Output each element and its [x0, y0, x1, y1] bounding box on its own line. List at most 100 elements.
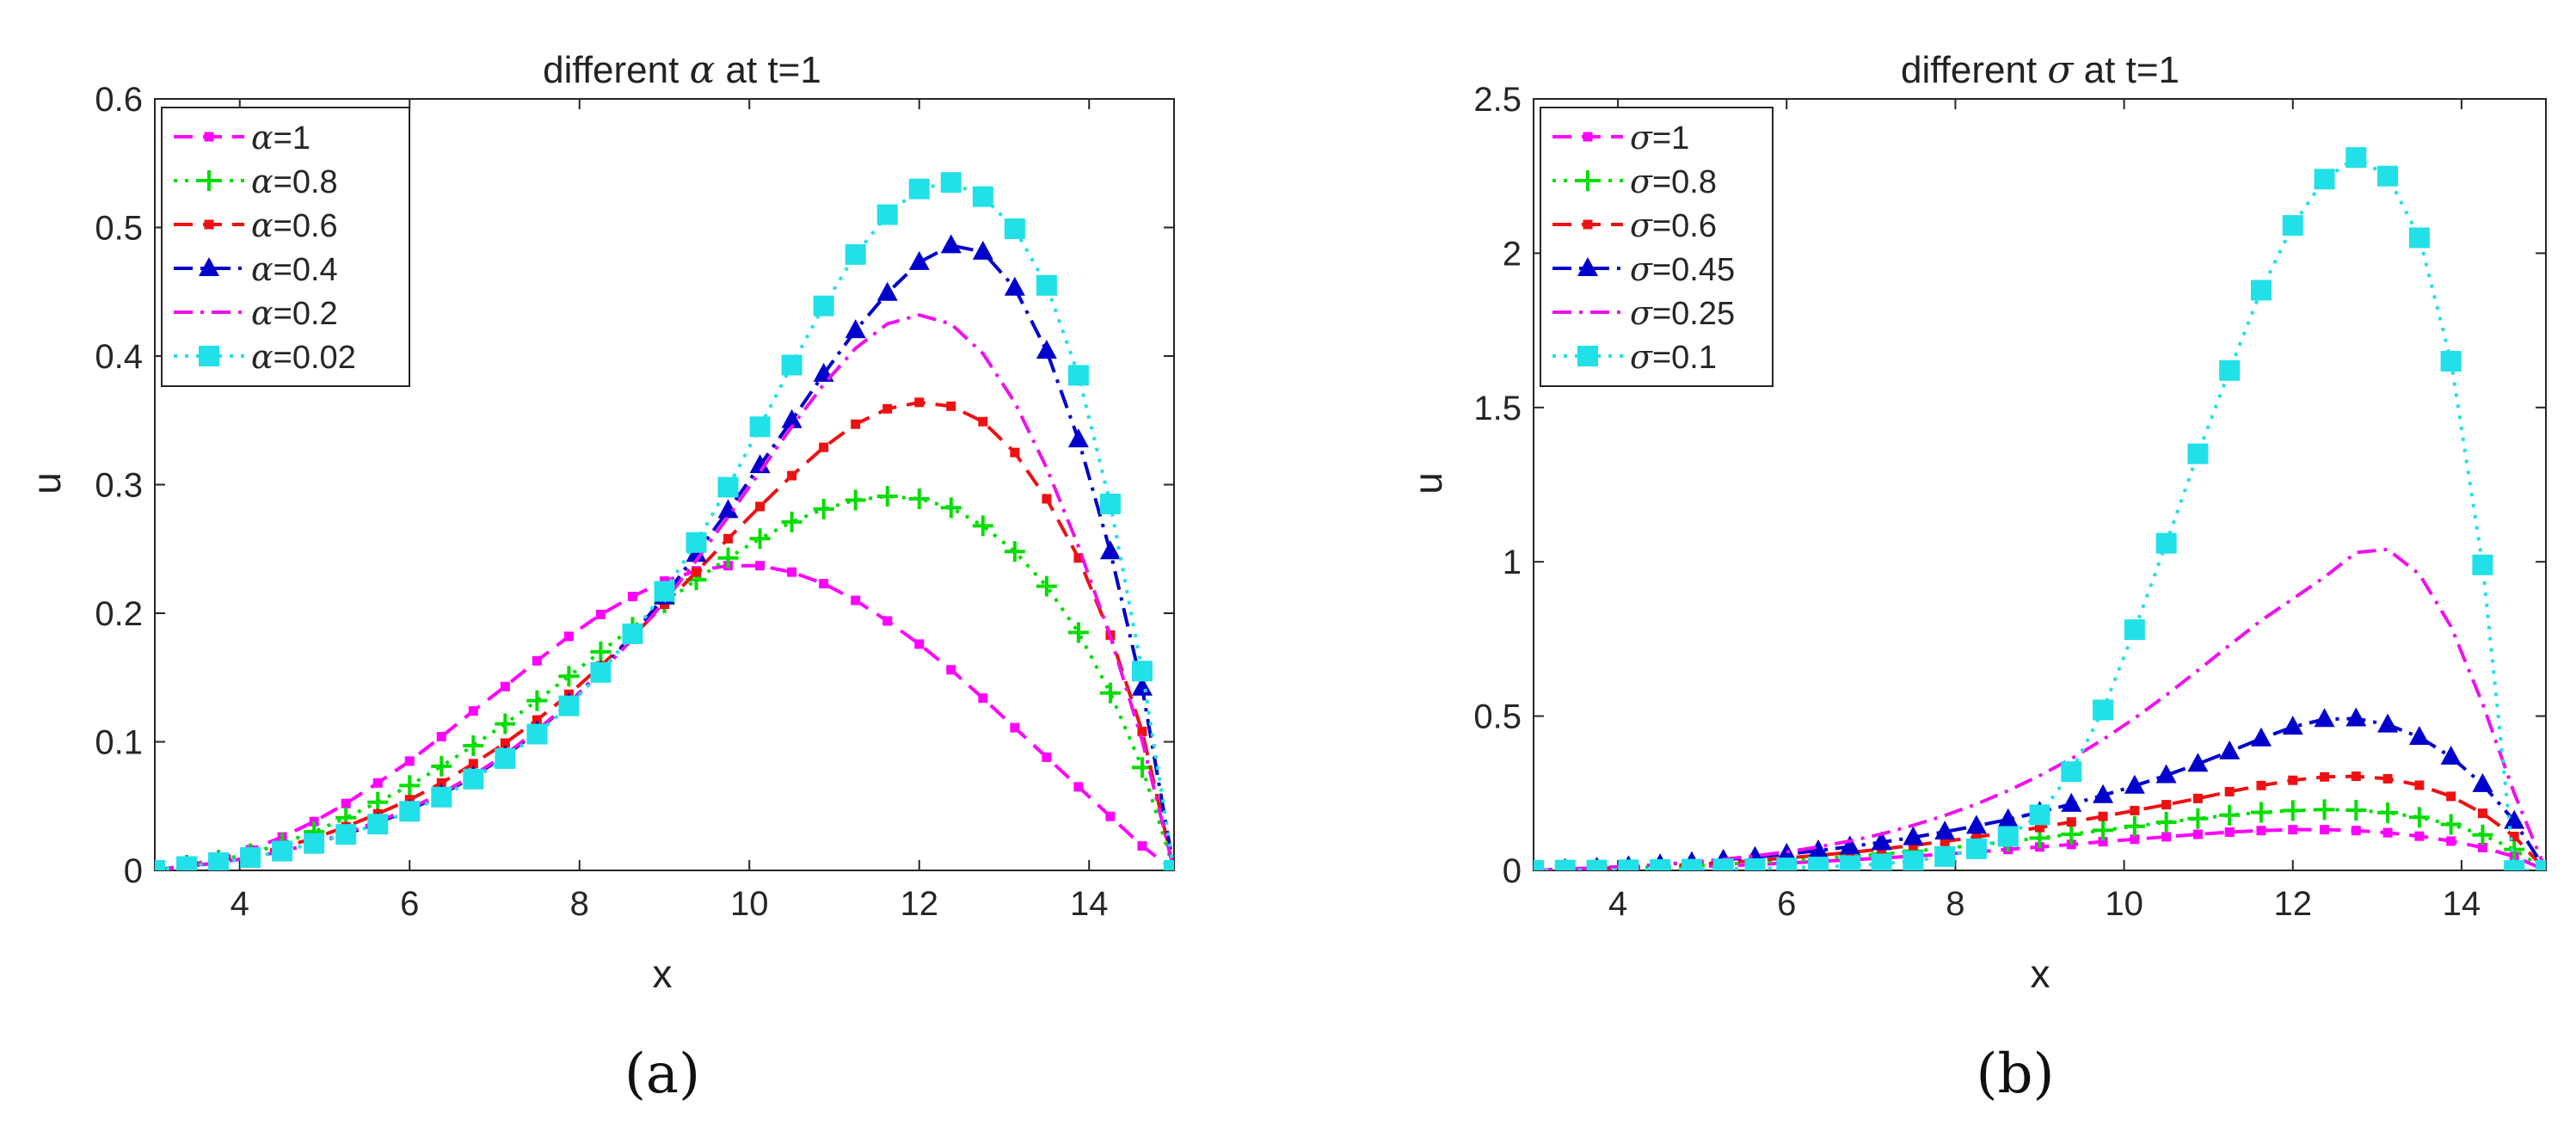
chart-a-series-two-point	[876, 485, 898, 507]
chart-b-legend-four-label: σ=0.45	[1630, 250, 1735, 288]
chart-a-series-two-point	[399, 775, 421, 796]
chart-b-series-three-point	[2351, 771, 2361, 782]
chart-b-series-six-point	[1776, 857, 1798, 870]
chart-b-legend-five-label: σ=0.25	[1630, 294, 1735, 332]
panel-b-label: (b)	[1977, 1042, 2055, 1106]
chart-b-series-three-point	[2192, 793, 2203, 803]
chart-a-series-four-point	[749, 454, 771, 474]
chart-b-series-two-point	[2472, 824, 2493, 845]
chart-a-series-three-point	[436, 778, 446, 788]
chart-a-ytick-label: 0	[124, 852, 143, 890]
chart-a-legend-five-label: α=0.2	[251, 294, 338, 332]
chart-b-series-two-point	[2282, 800, 2303, 821]
chart-a-xtick-label: 12	[901, 885, 939, 923]
chart-a-series-two-point	[558, 666, 580, 687]
chart-a-series-six-point	[176, 856, 198, 870]
chart-b-series-two-point	[2504, 839, 2525, 860]
chart-b-legend-four-marker	[1577, 257, 1598, 276]
chart-b-series-one-point	[2224, 827, 2235, 838]
chart-b-series-four-point	[2282, 716, 2303, 735]
chart-b-legend-one-marker	[1583, 132, 1593, 142]
chart-b-legend-box	[1540, 107, 1774, 387]
chart-a-series-one-point	[1137, 841, 1147, 851]
chart-b-series-two-point	[2155, 812, 2177, 833]
chart-a-series-four-point	[940, 234, 962, 254]
chart-b-series-six-point	[2377, 165, 2399, 187]
chart-a-ytick-label: 0.5	[95, 210, 143, 248]
chart-b-series-six-point	[1808, 857, 1829, 870]
chart-a-series-three-point	[755, 501, 765, 512]
chart-a-series-three-point	[1042, 494, 1052, 504]
chart-b-legend-two-label: σ=0.8	[1630, 163, 1717, 200]
chart-b-series-three-point	[1971, 832, 1982, 842]
chart-b-series-three-point	[2320, 771, 2330, 782]
chart-a-title: different α at t=1	[543, 48, 821, 92]
chart-b-legend-three-label: σ=0.6	[1630, 206, 1717, 244]
chart-b-series-three-point	[2288, 775, 2298, 785]
chart-a-series-two-point	[431, 755, 452, 777]
chart-b-series-one-point	[2382, 827, 2393, 838]
chart-a-series-group	[155, 172, 1174, 870]
chart-a-series-six-point	[304, 833, 325, 854]
chart-a-series-four-point	[845, 319, 866, 339]
chart-a-series-three-point	[787, 470, 797, 481]
chart-b-series-six-point	[2250, 280, 2272, 301]
chart-b-series-six-point	[2345, 147, 2367, 169]
chart-a-series-two-point	[1036, 575, 1057, 597]
chart-a-series-three-point	[1137, 727, 1147, 737]
chart-b-series-four-point	[1808, 839, 1829, 859]
chart-b-series-two-line	[1534, 808, 2546, 870]
chart-a-series-two-point	[463, 735, 484, 756]
chart-a-ytick-label: 0.6	[95, 81, 143, 119]
chart-b-xlabel: x	[2031, 951, 2050, 996]
chart-b-series-six-point	[1712, 858, 1734, 870]
chart-a-series-four-point	[717, 499, 739, 519]
chart-a-legend-three-label: α=0.6	[251, 206, 338, 244]
chart-b-series-six-point	[2536, 860, 2546, 870]
chart-b-series-six-point	[1586, 859, 1608, 870]
chart-a-xtick-label: 10	[730, 885, 769, 923]
chart-b-series-one-point	[2288, 825, 2298, 835]
chart-b-series-three-point	[2477, 808, 2487, 819]
chart-a-series-one-point	[595, 609, 606, 619]
chart-a-series-one-point	[500, 681, 510, 692]
chart-b-series-two-point	[2219, 804, 2241, 826]
chart-b-series-one-point	[2130, 834, 2140, 845]
chart-b-title: different σ at t=1	[1901, 48, 2179, 92]
chart-a-series-six-point	[813, 295, 834, 317]
chart-b-ylabel: u	[1405, 472, 1450, 495]
chart-a-series-six-point	[940, 172, 962, 194]
chart-b-legend-three-marker	[1583, 219, 1593, 230]
chart-b-series-one-point	[2351, 826, 2361, 836]
chart-a-series-three-point	[1010, 447, 1020, 458]
chart-a-legend-four-label: α=0.4	[251, 250, 338, 288]
chart-a-series-two-point	[908, 488, 930, 509]
chart-a-series-three-point	[468, 759, 478, 769]
chart-a-series-three-point	[532, 715, 542, 725]
chart-a-series-three-point	[692, 567, 702, 577]
chart-a-series-two-point	[813, 498, 834, 519]
chart-a-series-three-point	[914, 397, 925, 408]
chart-b-xtick-label: 6	[1777, 885, 1796, 923]
chart-a-legend-six-label: α=0.02	[251, 338, 356, 376]
chart-a-series-six-point	[749, 416, 771, 438]
chart-b-series-four-point	[2250, 727, 2272, 747]
chart-a-series-two-point	[590, 641, 612, 662]
chart-a-legend-one-marker	[204, 132, 214, 142]
chart-b-series-six-point	[1618, 859, 1639, 870]
chart-b-series-two-point	[2061, 824, 2082, 845]
chart-a-series-six-point	[622, 623, 643, 644]
chart-b-series-six-point	[2219, 360, 2241, 381]
chart-a-series-three-point	[723, 533, 734, 544]
chart-b-series-two-point	[2377, 802, 2399, 823]
chart-b-series-six-point	[1934, 845, 1956, 867]
chart-a-series-two-point	[1004, 541, 1025, 562]
chart-a-series-six-point	[463, 768, 484, 790]
chart-a-series-one-point	[914, 639, 925, 649]
chart-a-series-six-point	[972, 186, 993, 207]
chart-b-series-three-point	[2509, 832, 2519, 842]
chart-a-series-one-point	[851, 595, 861, 605]
chart-a-series-two-point	[940, 497, 962, 519]
chart-b-series-four-point	[1839, 835, 1860, 855]
